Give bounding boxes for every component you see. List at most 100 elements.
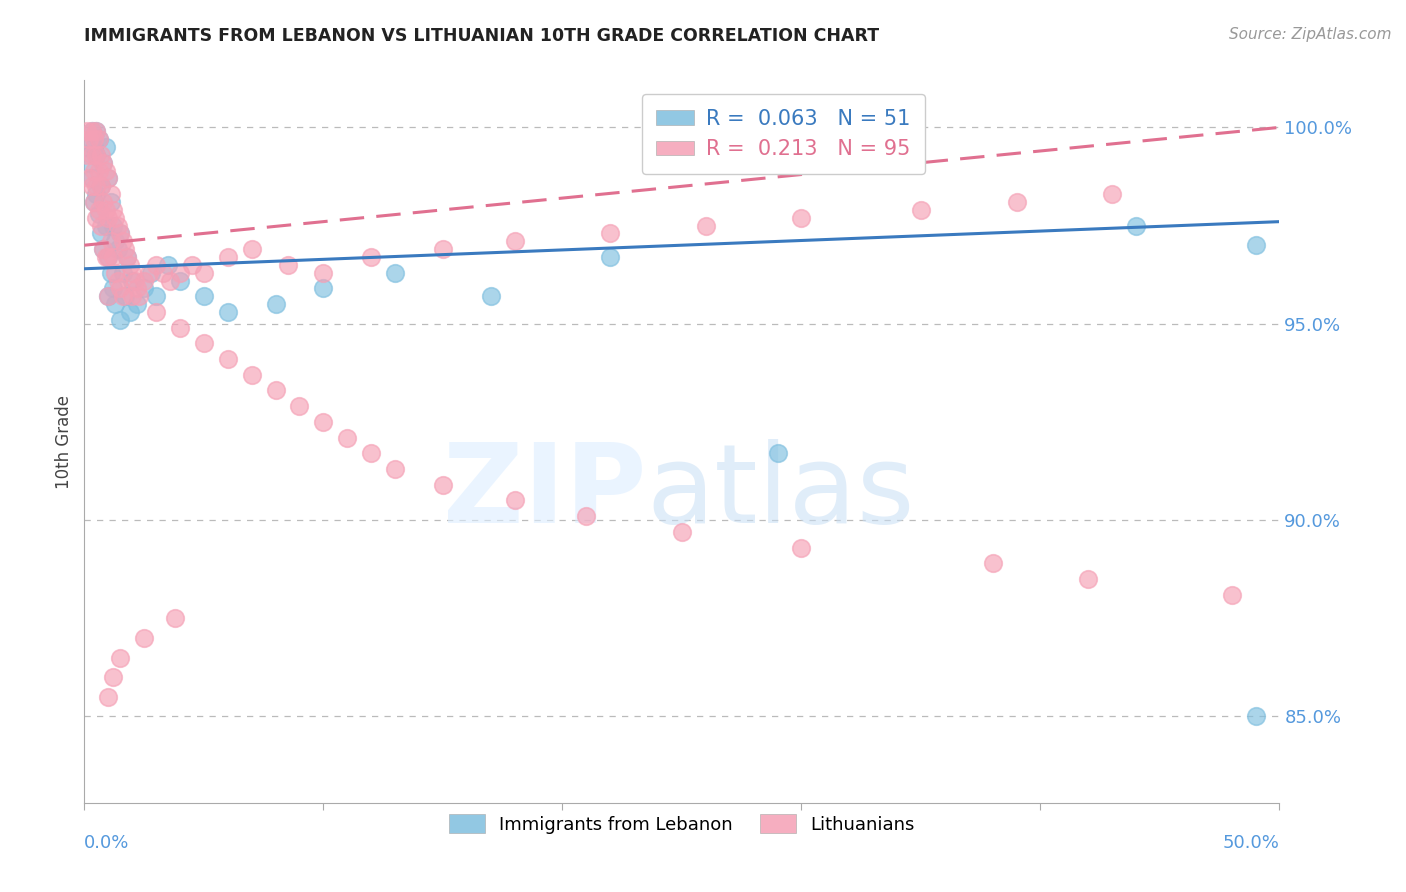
Point — [97, 211, 120, 225]
Point — [100, 194, 122, 209]
Point — [80, 179, 103, 194]
Point — [599, 250, 621, 264]
Point — [83, 140, 105, 154]
Point — [288, 399, 311, 413]
Point — [111, 266, 134, 280]
Point — [217, 305, 239, 319]
Point — [111, 289, 134, 303]
Point — [94, 163, 117, 178]
Point — [86, 179, 108, 194]
Text: atlas: atlas — [647, 439, 914, 546]
Point — [117, 250, 139, 264]
Point — [87, 132, 110, 146]
Point — [1244, 238, 1267, 252]
Point — [93, 242, 115, 256]
Point — [97, 289, 120, 303]
Point — [384, 266, 406, 280]
Point — [165, 611, 187, 625]
Point — [87, 163, 110, 178]
Point — [264, 384, 287, 398]
Point — [80, 124, 103, 138]
Point — [671, 524, 693, 539]
Point — [93, 194, 115, 209]
Point — [111, 234, 134, 248]
Point — [169, 266, 191, 280]
Point — [766, 446, 789, 460]
Point — [152, 266, 174, 280]
Point — [100, 234, 122, 248]
Point — [910, 202, 932, 217]
Point — [503, 493, 526, 508]
Point — [87, 202, 110, 217]
Point — [240, 242, 263, 256]
Point — [121, 266, 143, 280]
Point — [790, 211, 813, 225]
Point — [117, 250, 139, 264]
Point — [114, 242, 136, 256]
Point — [94, 202, 117, 217]
Point — [1125, 219, 1147, 233]
Text: Source: ZipAtlas.com: Source: ZipAtlas.com — [1229, 27, 1392, 42]
Point — [94, 219, 117, 233]
Point — [118, 305, 141, 319]
Point — [87, 207, 110, 221]
Point — [169, 320, 191, 334]
Point — [87, 132, 110, 146]
Point — [101, 281, 124, 295]
Point — [80, 148, 103, 162]
Point — [432, 242, 454, 256]
Point — [83, 132, 105, 146]
Point — [193, 289, 215, 303]
Point — [145, 305, 167, 319]
Point — [93, 155, 115, 169]
Point — [110, 227, 132, 241]
Point — [157, 258, 180, 272]
Point — [104, 297, 127, 311]
Point — [86, 187, 108, 202]
Point — [107, 219, 129, 233]
Point — [1077, 572, 1099, 586]
Point — [77, 171, 100, 186]
Point — [981, 556, 1004, 570]
Point — [432, 477, 454, 491]
Point — [97, 171, 120, 186]
Point — [100, 266, 122, 280]
Point — [360, 250, 382, 264]
Point — [217, 250, 239, 264]
Point — [90, 179, 112, 194]
Y-axis label: 10th Grade: 10th Grade — [55, 394, 73, 489]
Point — [97, 690, 120, 704]
Point — [193, 266, 215, 280]
Point — [94, 250, 117, 264]
Point — [1101, 187, 1123, 202]
Point — [83, 194, 105, 209]
Point — [107, 274, 129, 288]
Point — [94, 140, 117, 154]
Point — [217, 352, 239, 367]
Point — [384, 462, 406, 476]
Point — [76, 124, 98, 138]
Point — [101, 202, 124, 217]
Point — [121, 274, 143, 288]
Point — [141, 266, 163, 280]
Text: IMMIGRANTS FROM LEBANON VS LITHUANIAN 10TH GRADE CORRELATION CHART: IMMIGRANTS FROM LEBANON VS LITHUANIAN 10… — [84, 27, 880, 45]
Point — [110, 227, 132, 241]
Point — [101, 219, 124, 233]
Point — [93, 155, 115, 169]
Point — [83, 194, 105, 209]
Point — [125, 281, 148, 295]
Point — [86, 148, 108, 162]
Point — [101, 670, 124, 684]
Point — [110, 281, 132, 295]
Point — [93, 242, 115, 256]
Point — [90, 179, 112, 194]
Point — [264, 297, 287, 311]
Point — [312, 281, 335, 295]
Point — [479, 289, 502, 303]
Point — [86, 211, 108, 225]
Point — [97, 250, 120, 264]
Point — [128, 289, 150, 303]
Point — [80, 171, 103, 186]
Point — [181, 258, 204, 272]
Point — [132, 631, 156, 645]
